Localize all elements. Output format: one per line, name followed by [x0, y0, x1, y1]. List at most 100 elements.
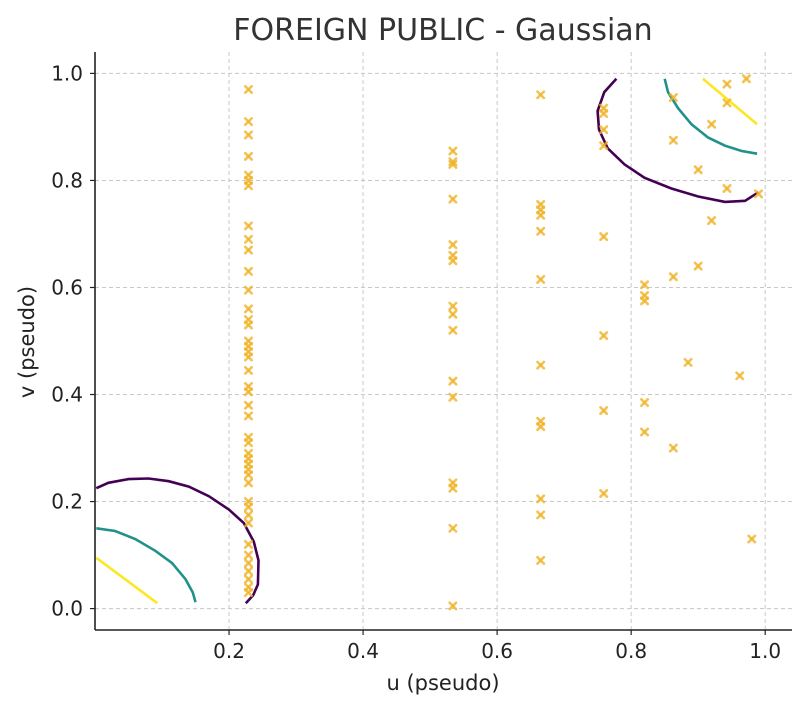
contour-line: [663, 78, 758, 155]
scatter-point: [243, 470, 253, 480]
scatter-point: [599, 109, 609, 119]
scatter-point: [243, 151, 253, 161]
contour-lines: [95, 77, 760, 605]
x-tick-label: 0.6: [481, 639, 513, 663]
scatter-point: [243, 478, 253, 488]
scatter-point: [448, 194, 458, 204]
scatter-point: [243, 518, 253, 528]
grid: [95, 52, 792, 630]
scatter-point: [243, 181, 253, 191]
scatter-point: [668, 443, 678, 453]
scatter-point: [536, 274, 546, 284]
contour-line: [95, 477, 260, 605]
y-tick-label: 0.6: [51, 275, 83, 299]
scatter-point: [243, 245, 253, 255]
scatter-point: [448, 325, 458, 335]
scatter-point: [243, 400, 253, 410]
x-tick-label: 0.8: [615, 639, 647, 663]
scatter-point: [243, 234, 253, 244]
y-tick-label: 1.0: [51, 61, 83, 85]
scatter-point: [747, 534, 757, 544]
scatter-point: [243, 438, 253, 448]
scatter-point: [536, 494, 546, 504]
y-axis-label: v (pseudo): [15, 286, 39, 398]
scatter-point: [536, 360, 546, 370]
scatter-point: [722, 183, 732, 193]
scatter-point: [243, 558, 253, 568]
scatter-point: [683, 357, 693, 367]
scatter-point: [243, 539, 253, 549]
scatter-point: [668, 135, 678, 145]
scatter-point: [599, 141, 609, 151]
scatter-points: [243, 74, 763, 611]
contour-line: [95, 556, 159, 605]
scatter-point: [707, 216, 717, 226]
scatter-point: [640, 398, 650, 408]
tick-labels: 0.2 0.4 0.6 0.8 1.0 0.0 0.2 0.4 0.6 0.8 1.0: [51, 61, 781, 663]
scatter-point: [243, 387, 253, 397]
scatter-point: [243, 566, 253, 576]
scatter-point: [243, 117, 253, 127]
scatter-point: [640, 296, 650, 306]
scatter-point: [599, 125, 609, 135]
scatter-point: [599, 331, 609, 341]
y-tick-label: 0.4: [51, 383, 83, 407]
scatter-point: [735, 371, 745, 381]
scatter-point: [243, 411, 253, 421]
scatter-point: [448, 301, 458, 311]
scatter-point: [243, 550, 253, 560]
scatter-point: [243, 221, 253, 231]
scatter-point: [536, 422, 546, 432]
scatter-point: [693, 165, 703, 175]
scatter-point: [693, 261, 703, 271]
scatter-point: [448, 601, 458, 611]
scatter-point: [448, 146, 458, 156]
scatter-point: [599, 232, 609, 242]
scatter-point: [243, 588, 253, 598]
scatter-point: [599, 406, 609, 416]
scatter-point: [707, 119, 717, 129]
x-tick-label: 0.4: [347, 639, 379, 663]
scatter-point: [448, 483, 458, 493]
scatter-point: [243, 502, 253, 512]
x-tick-label: 1.0: [749, 639, 781, 663]
scatter-point: [722, 79, 732, 89]
scatter-point: [243, 130, 253, 140]
scatter-point: [243, 266, 253, 276]
scatter-point: [741, 74, 751, 84]
chart-title: FOREIGN PUBLIC - Gaussian: [233, 13, 652, 48]
scatter-point: [640, 280, 650, 290]
scatter-point: [448, 159, 458, 169]
y-tick-label: 0.0: [51, 597, 83, 621]
scatter-point: [536, 226, 546, 236]
scatter-point: [243, 285, 253, 295]
scatter-point: [243, 84, 253, 94]
contour-line: [96, 527, 197, 603]
scatter-point: [243, 320, 253, 330]
contour-line: [596, 77, 760, 204]
scatter-point: [243, 365, 253, 375]
scatter-point: [753, 189, 763, 199]
scatter-point: [243, 304, 253, 314]
scatter-point: [448, 523, 458, 533]
y-tick-label: 0.8: [51, 168, 83, 192]
scatter-point: [599, 489, 609, 499]
y-tick-label: 0.2: [51, 490, 83, 514]
scatter-point: [536, 90, 546, 100]
scatter-point: [668, 272, 678, 282]
scatter-point: [243, 510, 253, 520]
scatter-point: [448, 376, 458, 386]
x-tick-label: 0.2: [213, 639, 245, 663]
scatter-point: [448, 240, 458, 250]
scatter-point: [640, 427, 650, 437]
scatter-point: [448, 392, 458, 402]
scatter-point: [536, 510, 546, 520]
scatter-point: [448, 309, 458, 319]
scatter-point: [243, 352, 253, 362]
scatter-point: [536, 555, 546, 565]
x-axis-label: u (pseudo): [386, 671, 499, 695]
axes: [94, 52, 792, 631]
scatter-point: [722, 98, 732, 108]
scatter-point: [448, 256, 458, 266]
